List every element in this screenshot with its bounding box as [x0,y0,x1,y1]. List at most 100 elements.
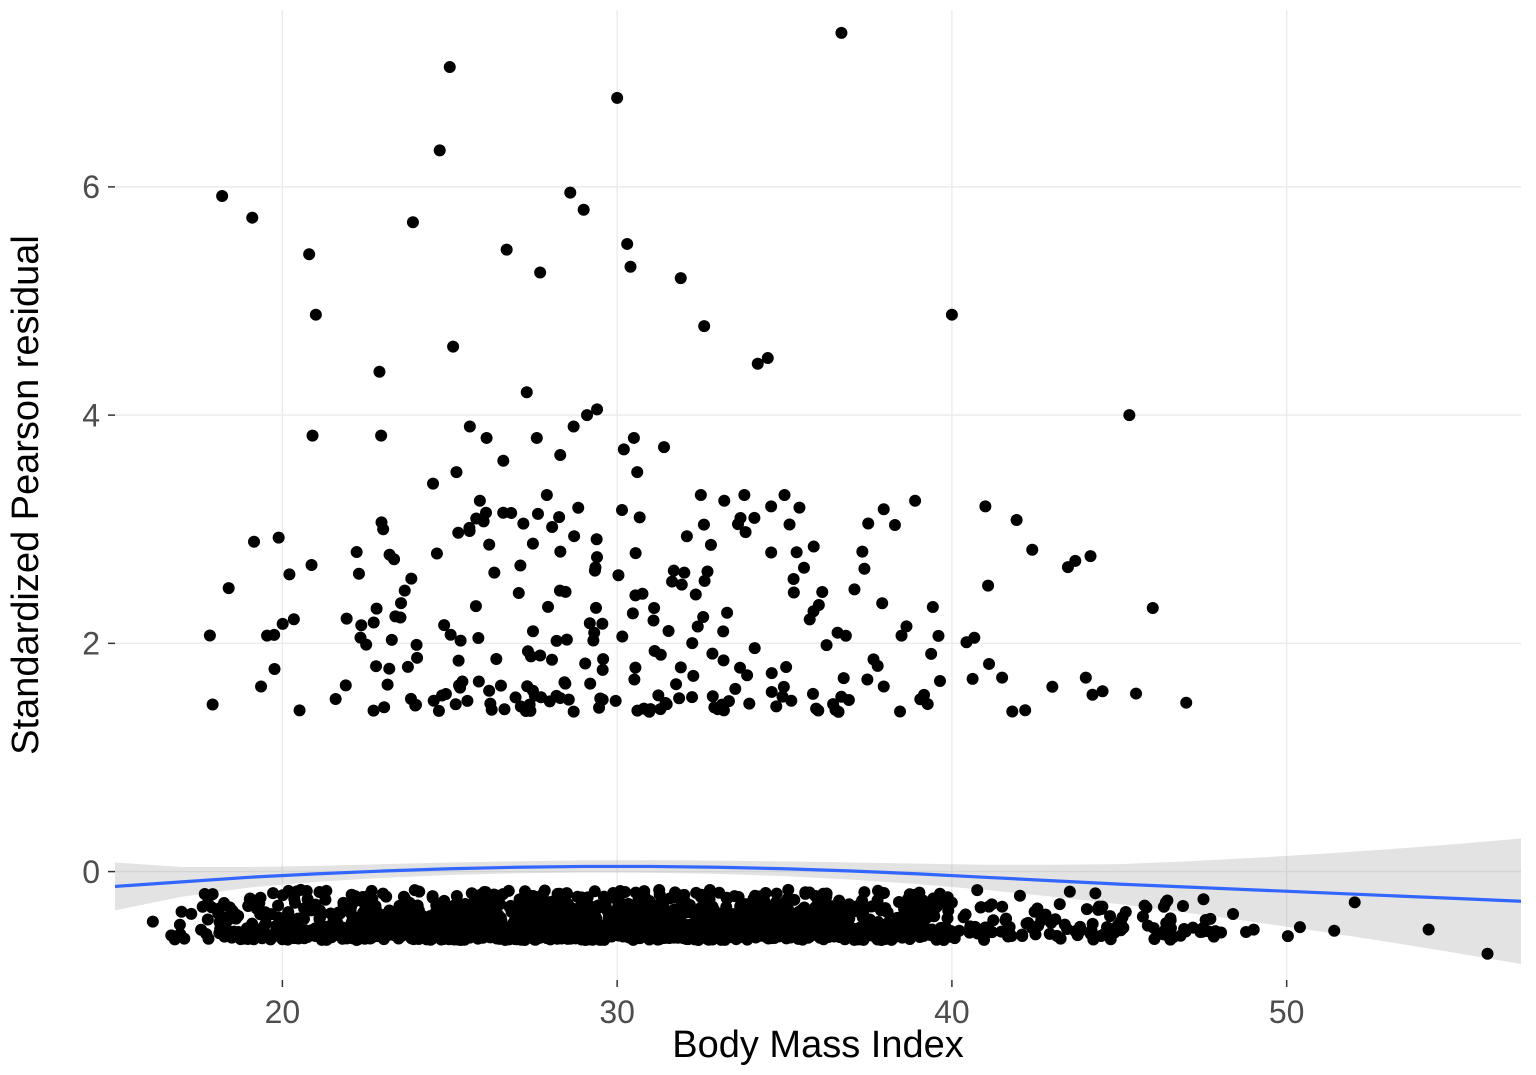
data-point [311,930,323,942]
data-point [629,662,641,674]
y-tick-label: 2 [82,626,100,662]
data-point [371,603,383,615]
data-point [1085,550,1097,562]
data-point [721,607,733,619]
data-point [481,432,493,444]
data-point [1046,681,1058,693]
data-point [551,635,563,647]
data-point [788,587,800,599]
data-point [628,432,640,444]
data-point [554,449,566,461]
data-point [449,902,461,914]
data-point [554,546,566,558]
data-point [972,928,984,940]
data-point [791,546,803,558]
data-point [334,922,346,934]
data-point [498,703,510,715]
data-point [914,693,926,705]
data-point [1130,688,1142,700]
data-point [1148,933,1160,945]
x-tick-label: 50 [1269,994,1305,1030]
data-point [687,670,699,682]
data-point [727,924,739,936]
data-point [563,694,575,706]
data-point [378,701,390,713]
data-point [695,928,707,940]
data-point [207,699,219,711]
data-point [639,898,651,910]
data-point [738,489,750,501]
data-point [223,582,235,594]
data-point [581,409,593,421]
data-point [470,898,482,910]
data-point [625,261,637,273]
data-point [427,932,439,944]
data-point [827,698,839,710]
data-point [735,905,747,917]
data-point [1349,896,1361,908]
data-point [147,916,159,928]
data-point [878,503,890,515]
data-point [591,551,603,563]
data-point [782,892,794,904]
data-point [554,888,566,900]
data-point [1074,921,1086,933]
data-point [1089,887,1101,899]
data-point [1227,908,1239,920]
data-point [1054,898,1066,910]
data-point [445,629,457,641]
data-point [1158,901,1170,913]
data-point [681,530,693,542]
data-point [521,386,533,398]
data-point [618,443,630,455]
data-point [389,610,401,622]
data-point [388,553,400,565]
data-point [669,911,681,923]
data-point [982,922,994,934]
data-point [277,618,289,630]
data-point [589,885,601,897]
data-point [591,533,603,545]
data-point [472,632,484,644]
data-point [531,432,543,444]
data-point [527,538,539,550]
data-point [534,649,546,661]
data-point [409,700,421,712]
x-tick-label: 20 [265,994,301,1030]
data-point [1167,931,1179,943]
data-point [248,536,260,548]
data-point [169,933,181,945]
data-point [932,630,944,642]
data-point [1006,706,1018,718]
data-point [370,660,382,672]
data-point [678,889,690,901]
data-point [876,597,888,609]
data-point [497,455,509,467]
data-point [375,430,387,442]
data-point [749,642,761,654]
data-point [216,190,228,202]
data-point [835,27,847,39]
data-point [872,660,884,672]
data-point [690,588,702,600]
data-point [824,920,836,932]
data-point [377,888,389,900]
data-point [342,899,354,911]
y-tick-label: 4 [82,397,100,433]
data-point [366,885,378,897]
data-point [821,639,833,651]
data-point [1180,697,1192,709]
data-point [1215,927,1227,939]
data-point [766,667,778,679]
data-point [214,923,226,935]
data-point [1482,948,1494,960]
data-point [743,698,755,710]
data-point [896,630,908,642]
data-point [597,664,609,676]
data-point [765,547,777,559]
data-point [668,565,680,577]
data-point [204,629,216,641]
data-point [386,634,398,646]
data-point [721,892,733,904]
data-point [584,678,596,690]
